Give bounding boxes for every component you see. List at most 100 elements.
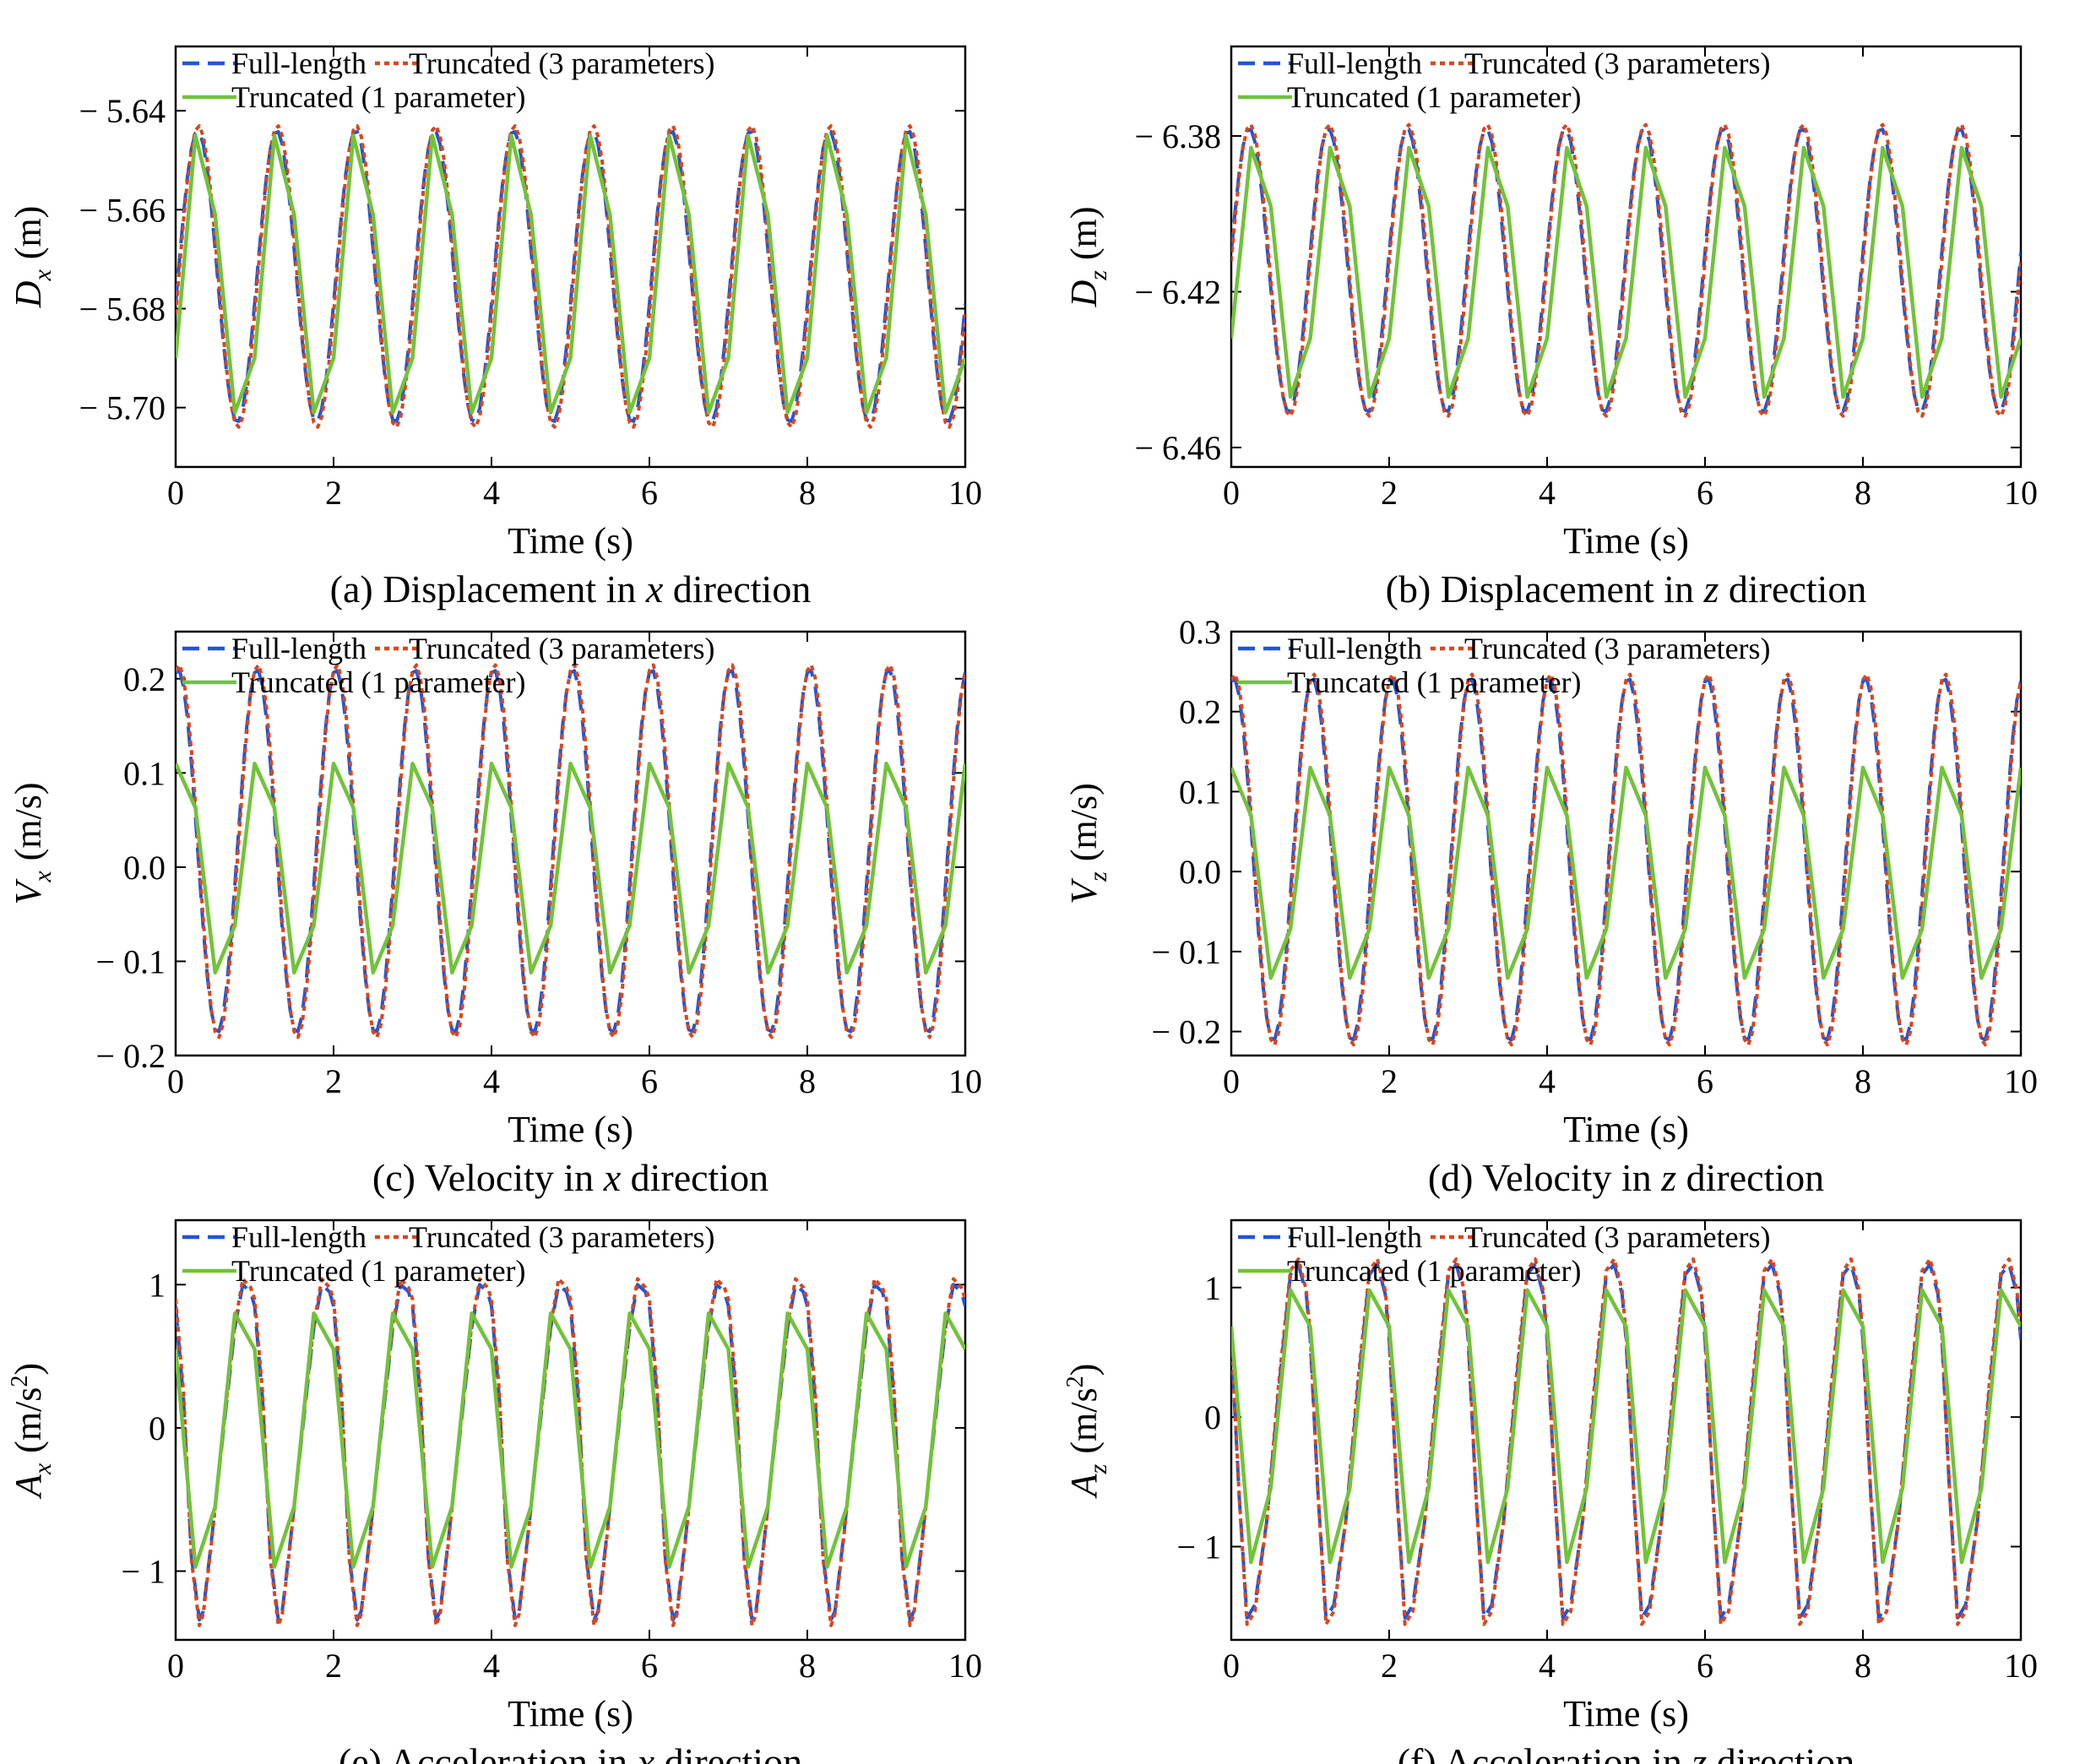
series-group [176, 1277, 965, 1627]
panel-caption-text: (b) Displacement in [1386, 567, 1704, 611]
y-tick-label: − 1 [1176, 1528, 1221, 1566]
panel-caption-text: direction [1707, 1740, 1854, 1764]
panel-caption-axis: z [1702, 567, 1719, 611]
y-tick-label: 0.2 [123, 660, 166, 698]
y-axis-label-superscript: 2 [7, 1376, 33, 1387]
y-axis-label: Dx (m) [8, 206, 57, 309]
x-tick-label: 0 [1223, 1062, 1240, 1100]
legend-label-full: Full-length [231, 1220, 367, 1254]
series-group [176, 663, 965, 1039]
series-line-trunc3 [176, 124, 965, 429]
y-tick-label: − 5.64 [79, 92, 166, 130]
x-tick-label: 10 [948, 1062, 982, 1100]
y-tick-label: − 5.70 [79, 389, 166, 427]
legend: Full-length Truncated (3 parameters)Trunc… [182, 46, 715, 114]
x-tick-label: 2 [325, 1647, 342, 1685]
x-tick-label: 4 [483, 1647, 500, 1685]
y-tick-label: 1 [149, 1266, 166, 1304]
x-tick-label: 10 [2004, 1062, 2038, 1100]
y-axis-label-symbol: A [1063, 1473, 1105, 1499]
x-axis-label: Time (s) [1563, 1693, 1689, 1734]
y-tick-label: − 1 [121, 1553, 166, 1591]
y-tick-label: 0 [149, 1409, 166, 1447]
x-tick-label: 6 [641, 1647, 658, 1685]
y-axis-label-subscript: z [1084, 270, 1112, 281]
panel-caption: (d) Velocity in z direction [1428, 1156, 1824, 1199]
y-axis-label-subscript: x [29, 1463, 57, 1475]
legend-label-trunc1: Truncated (1 parameter) [1287, 80, 1582, 114]
x-tick-label: 2 [325, 474, 342, 512]
legend-label-full: Full-length [231, 46, 367, 80]
y-tick-label: 0.1 [1179, 773, 1221, 811]
x-tick-label: 4 [1539, 1647, 1556, 1685]
x-tick-label: 8 [1854, 1647, 1871, 1685]
plot-frame [1230, 1219, 2023, 1642]
legend: Full-length Truncated (3 parameters)Trunc… [182, 632, 715, 699]
x-tick-label: 0 [167, 474, 184, 512]
x-axis-label: Time (s) [1563, 1109, 1689, 1150]
y-axis-label: Az (m/s2) [1062, 1364, 1112, 1499]
y-axis-label: Ax (m/s2) [7, 1363, 57, 1500]
y-tick-label: 0.0 [1179, 853, 1221, 891]
x-tick-label: 10 [2004, 474, 2038, 512]
legend-label-full: Full-length [1287, 46, 1422, 80]
chart-panel-1: 0 2 4 6 8 10 − 6.38 − 6.42 − 6.46 Time (s) Dz (m) (b… [1063, 45, 2038, 611]
y-axis-label-subscript: x [29, 871, 57, 883]
legend-label-trunc1: Truncated (1 parameter) [231, 80, 526, 114]
x-tick-label: 6 [641, 1062, 658, 1100]
x-tick-label: 0 [1223, 1647, 1240, 1685]
series-line-trunc3 [1231, 1257, 2021, 1626]
y-tick-label: − 6.38 [1134, 117, 1221, 155]
series-line-trunc3 [1231, 672, 2021, 1047]
legend-label-trunc1: Truncated (1 parameter) [1287, 1254, 1582, 1288]
plot-frame [174, 45, 967, 469]
panel-caption-text: (d) Velocity in [1428, 1156, 1661, 1199]
y-tick-label: 0.0 [123, 849, 166, 887]
panel-caption-axis: x [645, 567, 664, 611]
x-tick-label: 0 [1223, 474, 1240, 512]
legend-label-trunc3: Truncated (3 parameters) [409, 1220, 715, 1254]
series-line-full [176, 669, 965, 1034]
x-tick-label: 8 [799, 1062, 816, 1100]
y-tick-label: − 0.1 [95, 942, 166, 980]
x-tick-label: 10 [948, 1647, 982, 1685]
y-axis-label-unit: (m/s [8, 1387, 49, 1453]
y-axis-label-symbol: A [8, 1474, 49, 1500]
x-axis-label: Time (s) [508, 1109, 633, 1150]
legend: Full-length Truncated (3 parameters)Trunc… [1238, 632, 1771, 699]
panel-caption-axis: x [603, 1156, 622, 1199]
y-tick-label: 0.2 [1179, 693, 1221, 731]
y-axis-label-unit: (m) [1063, 207, 1105, 261]
x-tick-label: 0 [167, 1647, 184, 1685]
y-axis-label: Dz (m) [1063, 207, 1112, 308]
series-group [1231, 672, 2021, 1047]
x-axis-label: Time (s) [1563, 520, 1689, 562]
legend-label-trunc3: Truncated (3 parameters) [1464, 46, 1771, 80]
legend: Full-length Truncated (3 parameters)Trunc… [1238, 1220, 1771, 1288]
y-tick-label: − 6.42 [1134, 274, 1221, 312]
series-line-trunc1 [1231, 765, 2021, 980]
x-tick-label: 2 [1381, 1062, 1398, 1100]
panel-caption-text: direction [654, 1740, 802, 1764]
x-tick-label: 6 [1697, 1062, 1713, 1100]
y-axis-label-symbol: D [1063, 280, 1105, 308]
series-line-trunc1 [1231, 145, 2021, 399]
series-group [1231, 1257, 2021, 1626]
y-axis-label-subscript: x [29, 269, 57, 282]
panel-caption-text: (f) Acceleration in [1398, 1740, 1692, 1764]
y-axis-label-symbol: V [8, 878, 49, 905]
panel-caption: (b) Displacement in z direction [1386, 567, 1867, 611]
y-tick-label: 0.1 [123, 754, 166, 792]
panel-caption: (e) Acceleration in x direction [339, 1740, 802, 1764]
legend-label-full: Full-length [1287, 632, 1422, 665]
x-tick-label: 8 [1854, 1062, 1871, 1100]
y-axis-label-subscript: z [1084, 871, 1112, 882]
chart-panel-0: 0 2 4 6 8 10 − 5.64 − 5.66 − 5.68 − 5.70 Time (s) D… [8, 45, 982, 611]
y-tick-label: − 0.2 [95, 1037, 166, 1075]
panel-caption-text: (a) Displacement in [330, 567, 646, 611]
plot-frame [174, 630, 967, 1057]
y-tick-label: 0.3 [1179, 613, 1221, 651]
